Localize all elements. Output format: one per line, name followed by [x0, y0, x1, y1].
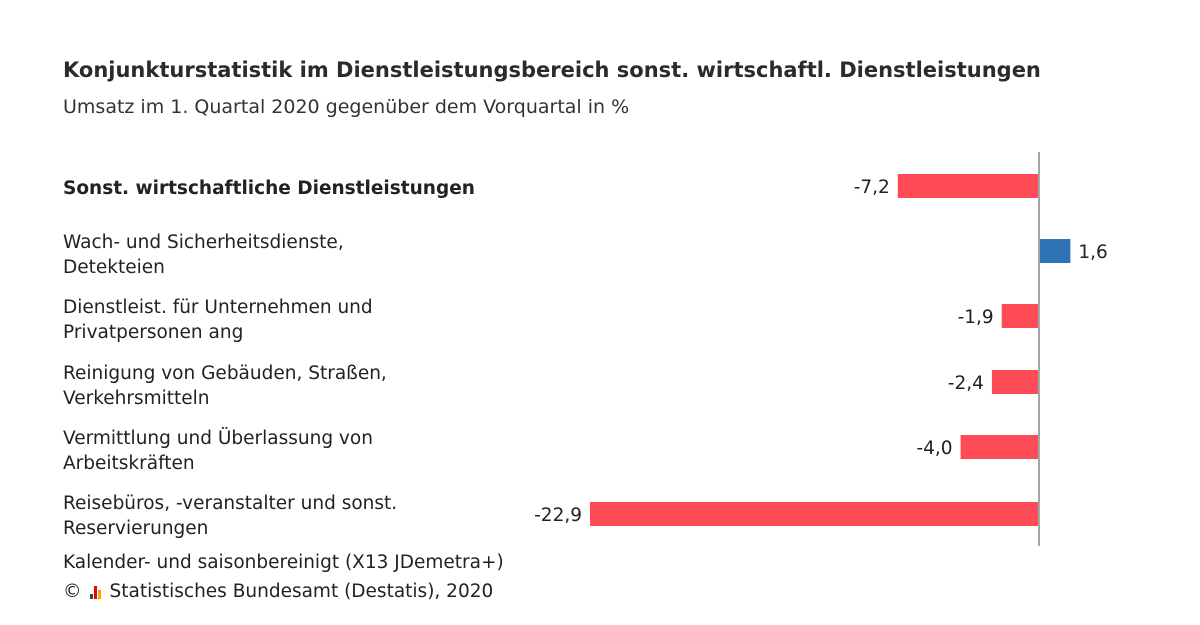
bar-reinigung-von-gebaeuden-strassen-verkehrsmitteln	[991, 370, 1039, 394]
category-label-line: Reisebüros, -veranstalter und sonst.	[63, 493, 398, 514]
copyright-line: © Statistisches Bundesamt (Destatis), 202…	[63, 581, 493, 602]
copyright-text: Statistisches Bundesamt (Destatis), 2020	[109, 581, 494, 602]
category-label-line: Privatpersonen ang	[63, 322, 244, 343]
category-label-reinigung: Reinigung von Gebäuden, Straßen, Verkehr…	[63, 361, 503, 411]
value-label-reisebueros-veranstalter-und-sonst-reservierungen: -22,9	[534, 505, 582, 526]
category-label-wach-sicherheitsdienste: Wach- und Sicherheitsdienste, Detekteien	[63, 230, 503, 280]
category-label-vermittlung-ueberlassung: Vermittlung und Überlassung von Arbeitsk…	[63, 426, 503, 476]
value-label-dienstleist-fuer-unternehmen-und-privatpersonen-ang: -1,9	[958, 307, 994, 328]
category-label-line: Wach- und Sicherheitsdienste,	[63, 232, 344, 253]
bar-reisebueros-veranstalter-und-sonst-reservierungen	[590, 502, 1039, 526]
value-label-reinigung-von-gebaeuden-strassen-verkehrsmitteln: -2,4	[948, 373, 984, 394]
footnote-adjustment: Kalender- und saisonbereinigt (X13 JDeme…	[63, 552, 504, 573]
category-label-line: Vermittlung und Überlassung von	[63, 428, 373, 449]
category-label-dienstleist-unternehmen: Dienstleist. für Unternehmen und Privatp…	[63, 295, 503, 345]
category-label-reisebueros: Reisebüros, -veranstalter und sonst. Res…	[63, 491, 503, 541]
value-label-wach-und-sicherheitsdienste-detekteien: 1,6	[1078, 242, 1107, 263]
category-label-line: Dienstleist. für Unternehmen und	[63, 297, 373, 318]
category-label-sonst-wirtschaftliche-dienstleistungen: Sonst. wirtschaftliche Dienstleistungen	[63, 176, 503, 201]
destatis-bars-icon	[88, 584, 104, 600]
chart-subtitle: Umsatz im 1. Quartal 2020 gegenüber dem …	[63, 96, 630, 118]
bar-wach-und-sicherheitsdienste-detekteien	[1039, 239, 1071, 263]
category-label-line: Verkehrsmitteln	[63, 388, 210, 409]
copyright-symbol: ©	[63, 581, 82, 602]
category-label-line: Arbeitskräften	[63, 453, 195, 474]
bar-vermittlung-und-ueberlassung-von-arbeitskraeften	[960, 435, 1039, 459]
category-label-line: Reinigung von Gebäuden, Straßen,	[63, 363, 387, 384]
bar-sonst-wirtschaftliche-dienstleistungen	[897, 174, 1039, 198]
value-label-vermittlung-und-ueberlassung-von-arbeitskraeften: -4,0	[916, 438, 952, 459]
category-label-line: Detekteien	[63, 257, 165, 278]
category-label-line: Reservierungen	[63, 518, 209, 539]
bar-dienstleist-fuer-unternehmen-und-privatpersonen-ang	[1001, 304, 1039, 328]
chart-title: Konjunkturstatistik im Dienstleistungsbe…	[63, 58, 1041, 82]
category-label-line: Sonst. wirtschaftliche Dienstleistungen	[63, 178, 475, 199]
value-label-sonst-wirtschaftliche-dienstleistungen: -7,2	[854, 177, 890, 198]
